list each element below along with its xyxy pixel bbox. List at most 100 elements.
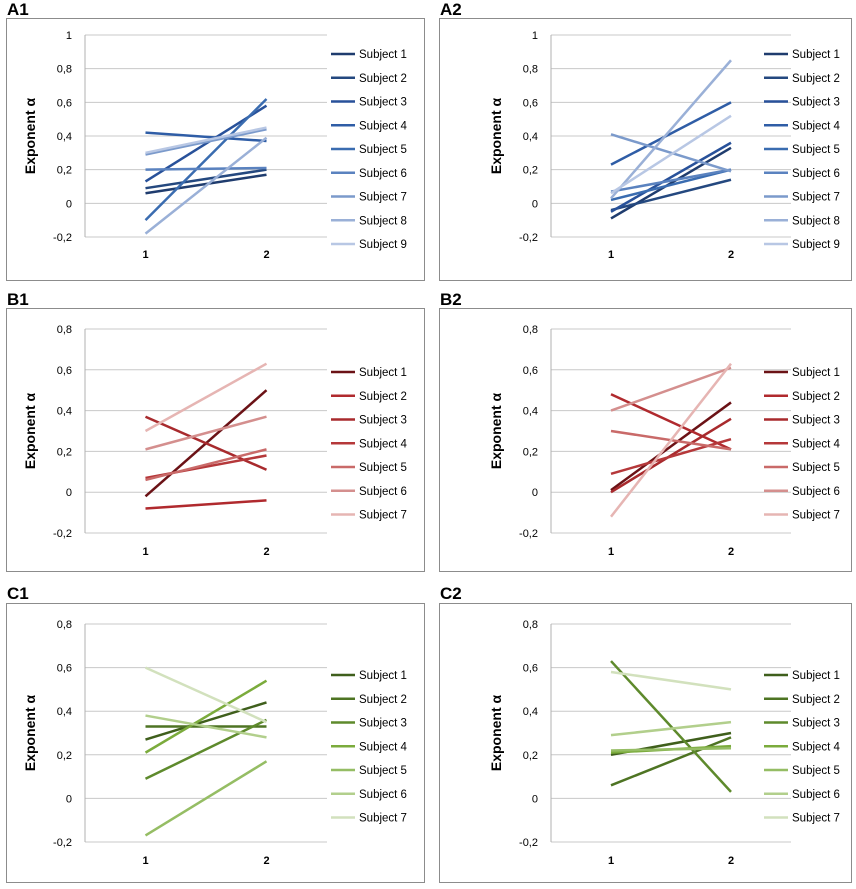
series-line-c2-subject-7 [610, 670, 732, 691]
y-tick-label: -0,2 [519, 232, 538, 244]
legend-label: Subject 1 [792, 670, 840, 682]
legend-label: Subject 7 [359, 192, 407, 204]
x-tick-label: 2 [728, 249, 734, 261]
series-line-a2-subject-4 [610, 101, 732, 166]
series-line-a1-subject-4 [145, 131, 267, 143]
y-tick-label: -0,2 [519, 837, 538, 849]
panel-a2: -0,2 0 0,2 0,4 0,6 0,8 1 1 2 Exponent α Subject 1 S… [439, 18, 852, 281]
y-tick-label: 0 [66, 487, 72, 499]
x-tick-label: 2 [263, 546, 269, 558]
panel-label-a2: A2 [440, 0, 462, 19]
y-axis-title: Exponent α [488, 694, 504, 771]
series-line-c1-subject-7 [144, 666, 268, 724]
y-tick-label: 0,4 [523, 406, 538, 418]
y-axis-title: Exponent α [488, 97, 504, 174]
legend-label: Subject 3 [792, 415, 840, 427]
series-line-a2-subject-9 [610, 114, 732, 195]
legend-label: Subject 4 [792, 438, 841, 450]
legend-label: Subject 5 [792, 765, 840, 777]
panel-a1: -0,2 0 0,2 0,4 0,6 0,8 1 1 2 Exponent α Subject 1 S… [6, 18, 425, 281]
legend-label: Subject 4 [359, 438, 408, 450]
y-tick-label: 0,6 [523, 97, 538, 109]
legend-label: Subject 3 [792, 718, 840, 730]
panel-label-c2: C2 [440, 584, 462, 603]
y-tick-label: 0,2 [57, 750, 72, 762]
x-tick-label: 1 [142, 249, 148, 261]
legend-label: Subject 3 [359, 97, 407, 109]
legend-label: Subject 3 [359, 718, 407, 730]
y-tick-label: 0,2 [523, 750, 538, 762]
legend-label: Subject 6 [792, 168, 840, 180]
panel-c1: -0,2 0 0,2 0,4 0,6 0,8 1 2 Exponent α Subject 1 Su… [6, 603, 425, 883]
y-tick-label: 0,4 [523, 131, 538, 143]
y-tick-label: 0 [532, 793, 538, 805]
y-tick-label: 0,4 [57, 131, 72, 143]
legend-label: Subject 1 [359, 367, 407, 379]
y-tick-label: 0,6 [57, 97, 72, 109]
panel-label-b1: B1 [7, 290, 29, 309]
y-tick-label: 0,8 [523, 64, 538, 76]
chart-b2: -0,2 0 0,2 0,4 0,6 0,8 1 2 Exponent α Subject 1 Su… [488, 324, 841, 558]
series-line-a1-subject-1 [145, 173, 267, 195]
panel-label-c1: C1 [7, 584, 29, 603]
y-tick-label: 0,6 [57, 663, 72, 675]
legend-label: Subject 1 [792, 49, 840, 61]
y-tick-label: -0,2 [53, 837, 72, 849]
legend-label: Subject 5 [792, 462, 840, 474]
series-line-b2-subject-4 [610, 437, 732, 476]
y-tick-label: 1 [532, 30, 538, 42]
legend-label: Subject 2 [792, 694, 840, 706]
legend-label: Subject 2 [359, 73, 407, 85]
y-tick-label: -0,2 [53, 232, 72, 244]
legend-label: Subject 7 [792, 813, 840, 825]
legend-label: Subject 3 [359, 415, 407, 427]
legend-label: Subject 8 [792, 215, 840, 227]
x-tick-label: 1 [608, 546, 614, 558]
series-line-c1-subject-5 [144, 760, 268, 837]
legend-label: Subject 5 [359, 144, 407, 156]
chart-c2: -0,2 0 0,2 0,4 0,6 0,8 1 2 Exponent α Subject 1 Su… [488, 619, 841, 867]
panel-label-b2: B2 [440, 290, 462, 309]
series-line-a2-subject-5 [610, 168, 732, 202]
legend-label: Subject 6 [359, 789, 407, 801]
legend-label: Subject 5 [792, 144, 840, 156]
series-line-a2-subject-8 [610, 59, 732, 200]
series-line-b1-subject-7 [144, 362, 268, 433]
series-line-b1-subject-3 [144, 415, 268, 471]
chart-b1: -0,2 0 0,2 0,4 0,6 0,8 1 2 Exponent α Subject 1 Su… [22, 324, 408, 558]
y-axis-title: Exponent α [22, 97, 38, 174]
series-line-c2-subject-3 [610, 660, 732, 793]
series-line-b1-subject-6 [145, 415, 267, 451]
series-line-a2-subject-6 [610, 168, 732, 193]
y-tick-label: 0 [66, 793, 72, 805]
legend-label: Subject 3 [792, 97, 840, 109]
series-line-c2-subject-5 [610, 747, 732, 752]
series-line-a1-subject-6 [145, 166, 267, 171]
legend-label: Subject 7 [359, 510, 407, 522]
series-line-a2-subject-1 [610, 146, 732, 220]
legend-label: Subject 9 [359, 239, 407, 251]
y-tick-label: -0,2 [519, 528, 538, 540]
y-tick-label: 0,2 [523, 165, 538, 177]
legend-label: Subject 7 [792, 192, 840, 204]
y-tick-label: 0 [532, 487, 538, 499]
legend-label: Subject 4 [792, 120, 841, 132]
legend-label: Subject 2 [792, 391, 840, 403]
legend-label: Subject 4 [359, 120, 408, 132]
series-line-a2-subject-3 [610, 141, 732, 213]
legend-label: Subject 2 [359, 694, 407, 706]
series-line-a1-subject-8 [144, 136, 268, 235]
y-tick-label: 0,8 [57, 324, 72, 336]
series-line-a1-subject-9 [145, 126, 267, 155]
y-tick-label: 0 [532, 198, 538, 210]
series-line-a2-subject-7 [610, 133, 732, 173]
legend-label: Subject 9 [792, 239, 840, 251]
y-axis-title: Exponent α [22, 392, 38, 469]
series-line-c1-subject-6 [145, 714, 267, 739]
series-line-a2-subject-2 [610, 178, 732, 212]
series-line-c2-subject-6 [610, 720, 732, 737]
chart-c1: -0,2 0 0,2 0,4 0,6 0,8 1 2 Exponent α Subject 1 Su… [22, 619, 408, 867]
legend-label: Subject 2 [792, 73, 840, 85]
series-line-b2-subject-7 [610, 362, 732, 518]
y-tick-label: 0,8 [57, 619, 72, 631]
